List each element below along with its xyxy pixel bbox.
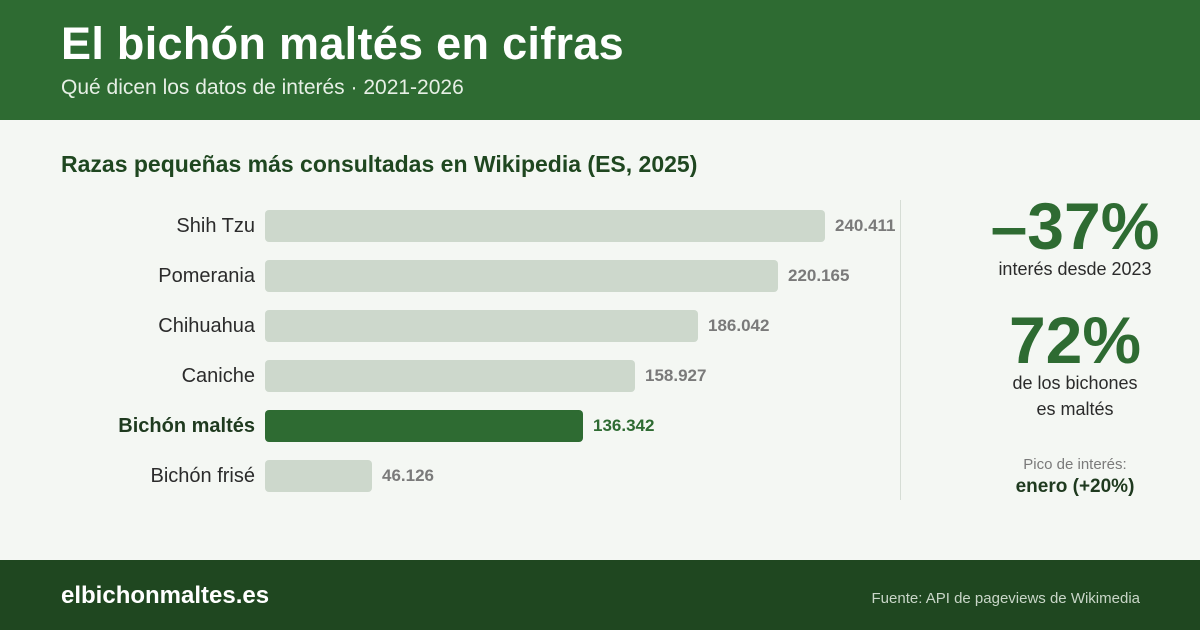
bar-label: Shih Tzu xyxy=(176,215,255,237)
stat-share-caption-line1: de los bichones xyxy=(1012,373,1138,393)
bar xyxy=(265,310,698,342)
bar-value-label: 186.042 xyxy=(708,316,770,335)
stat-interest-caption: interés desde 2023 xyxy=(998,259,1152,279)
bar xyxy=(265,210,825,242)
bar-value-label: 136.342 xyxy=(593,416,655,435)
bar-label: Bichón frisé xyxy=(150,465,256,487)
stat-maltese-share: 72% xyxy=(1008,303,1142,377)
stat-share-caption-line2: es maltés xyxy=(1036,399,1114,419)
stat-interest-change: –37% xyxy=(990,189,1160,263)
bar-label: Bichón maltés xyxy=(118,415,255,437)
chart-title: Razas pequeñas más consultadas en Wikipe… xyxy=(61,151,698,177)
site-link[interactable]: elbichonmaltes.es xyxy=(61,582,270,609)
header-banner: El bichón maltés en cifras Qué dicen los… xyxy=(0,0,1200,120)
bar-chart: Shih Tzu 240.411 Pomerania 220.165 Chihuahua… xyxy=(0,200,905,500)
peak-value: enero (+20%) xyxy=(1015,476,1135,497)
bar-label: Caniche xyxy=(181,365,255,387)
page-subtitle: Qué dicen los datos de interés · 2021-20… xyxy=(61,76,464,99)
bar xyxy=(265,360,635,392)
bar-value-label: 220.165 xyxy=(788,266,850,285)
bar xyxy=(265,410,583,442)
bar-value-label: 240.411 xyxy=(835,216,896,235)
bar xyxy=(265,460,372,492)
page-title: El bichón maltés en cifras xyxy=(61,18,624,69)
footer-bar: elbichonmaltes.es Fuente: API de pagevie… xyxy=(0,560,1200,630)
bar-value-label: 158.927 xyxy=(645,366,707,385)
source-note: Fuente: API de pageviews de Wikimedia xyxy=(871,590,1140,607)
peak-label: Pico de interés: xyxy=(1023,456,1127,473)
bar-value-label: 46.126 xyxy=(382,466,434,485)
bar-label: Pomerania xyxy=(158,265,255,287)
bar xyxy=(265,260,778,292)
vertical-divider xyxy=(900,200,901,500)
bar-label: Chihuahua xyxy=(158,315,255,337)
